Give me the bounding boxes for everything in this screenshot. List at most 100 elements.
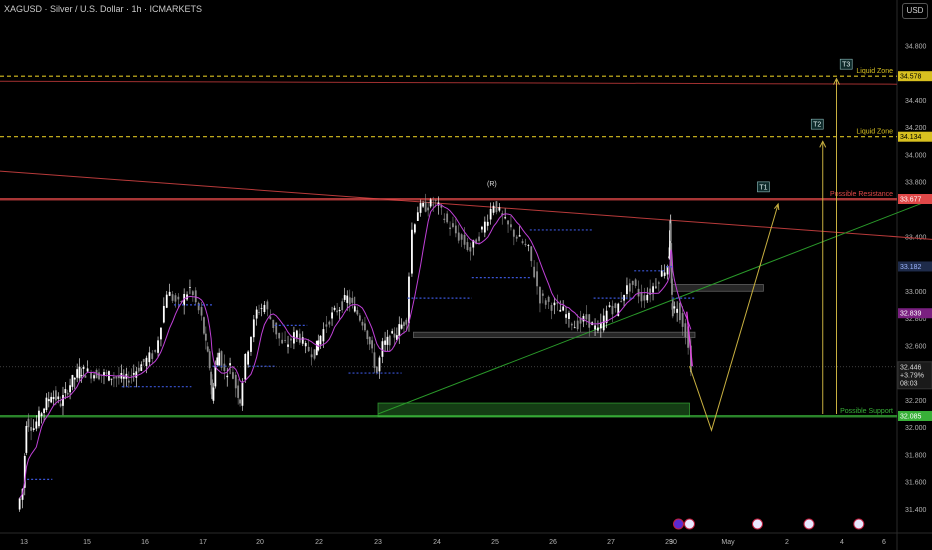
candle-body: [35, 421, 38, 429]
price-zone: [412, 331, 696, 339]
candle-body: [460, 234, 463, 240]
candle-body: [486, 221, 489, 226]
candle-body: [25, 425, 28, 453]
candle-body: [284, 340, 286, 341]
price-tag-bg: [898, 194, 932, 204]
candle-body: [492, 205, 495, 213]
candle-body: [80, 375, 83, 377]
candle-body: [281, 339, 284, 344]
economic-event-icon[interactable]: [752, 518, 763, 530]
candle-body: [521, 241, 524, 244]
candle-body: [472, 239, 475, 248]
x-tick-label: May: [721, 539, 735, 546]
trendline[interactable]: [0, 169, 932, 240]
candle-body: [140, 364, 143, 371]
candle-body: [313, 349, 316, 359]
candle-body: [440, 205, 443, 208]
y-tick-label: 32.600: [905, 343, 927, 350]
candle-body: [148, 352, 151, 363]
price-zone: [672, 284, 764, 292]
candle-body: [171, 294, 174, 301]
candle-body: [174, 295, 177, 302]
economic-event-icon[interactable]: [673, 518, 684, 530]
upper-red-line: [0, 80, 898, 85]
x-tick-label: 26: [549, 539, 557, 546]
x-tick-label: 23: [374, 539, 382, 546]
candle-body: [341, 301, 344, 311]
trendline[interactable]: [377, 198, 932, 415]
candle-body: [45, 397, 48, 411]
candle-body: [547, 296, 550, 302]
candle-body: [640, 291, 643, 302]
candle-body: [602, 315, 605, 331]
candle-body: [197, 302, 200, 311]
candle-body: [361, 321, 364, 326]
candle-body: [333, 307, 336, 310]
projection-path[interactable]: [689, 203, 779, 432]
y-tick-label: 31.600: [905, 480, 927, 487]
candle-body: [628, 283, 631, 292]
candle-body: [599, 322, 602, 329]
candle-body: [260, 308, 263, 309]
candle-body: [290, 338, 292, 341]
candle-body: [634, 279, 637, 286]
x-tick-label: 4: [840, 539, 844, 546]
candle-body: [229, 363, 231, 366]
economic-event-icon[interactable]: [803, 518, 815, 530]
candle-body: [220, 351, 223, 368]
candle-body: [78, 366, 81, 379]
x-tick-label: 29: [665, 539, 673, 546]
candle-body: [328, 321, 331, 325]
candle-body: [681, 313, 684, 327]
candle-body: [269, 316, 272, 320]
candle-body: [608, 305, 611, 307]
candle-body: [660, 270, 663, 277]
chart-title: XAGUSD · Silver / U.S. Dollar · 1h · ICM…: [4, 4, 203, 14]
price-tag-label: 34.578: [900, 74, 922, 81]
candle-body: [234, 374, 237, 389]
candle-body: [378, 357, 381, 372]
candle-body: [160, 327, 162, 340]
candle-body: [495, 201, 498, 213]
candle-body: [250, 337, 252, 352]
price-tag-bg: [898, 131, 932, 142]
candle-body: [449, 227, 451, 230]
candle-body: [550, 305, 553, 311]
candle-body: [206, 346, 209, 352]
candle-body: [510, 224, 512, 228]
candle-body: [620, 300, 623, 302]
candle-body: [165, 294, 168, 308]
economic-event-icon[interactable]: [853, 518, 865, 530]
candle-body: [611, 305, 614, 315]
candle-body: [40, 413, 43, 417]
candle-body: [214, 365, 217, 387]
candle-body: [315, 340, 318, 356]
candle-body: [95, 369, 98, 379]
economic-event-icon[interactable]: [684, 518, 695, 530]
candle-body: [110, 378, 113, 380]
target-label-box: [839, 58, 853, 70]
candle-body: [32, 428, 35, 430]
candle-body: [366, 330, 369, 340]
candle-body: [18, 498, 21, 510]
candle-body: [556, 302, 559, 304]
candle-body: [498, 207, 501, 211]
candle-body: [585, 314, 588, 320]
candle-body: [666, 265, 669, 275]
candle-body: [655, 286, 657, 288]
y-tick-label: 32.200: [905, 398, 927, 405]
candle-body: [576, 320, 579, 330]
candle-body: [652, 286, 654, 293]
candle-body: [553, 302, 556, 306]
candle-body: [142, 359, 145, 362]
candle-body: [343, 295, 346, 300]
candle-body: [515, 236, 518, 239]
candle-body: [386, 336, 389, 345]
currency-button[interactable]: USD: [902, 3, 928, 19]
candle-body: [132, 372, 135, 375]
candle-body: [395, 335, 398, 340]
candle-body: [358, 315, 361, 321]
candle-body: [241, 382, 244, 406]
